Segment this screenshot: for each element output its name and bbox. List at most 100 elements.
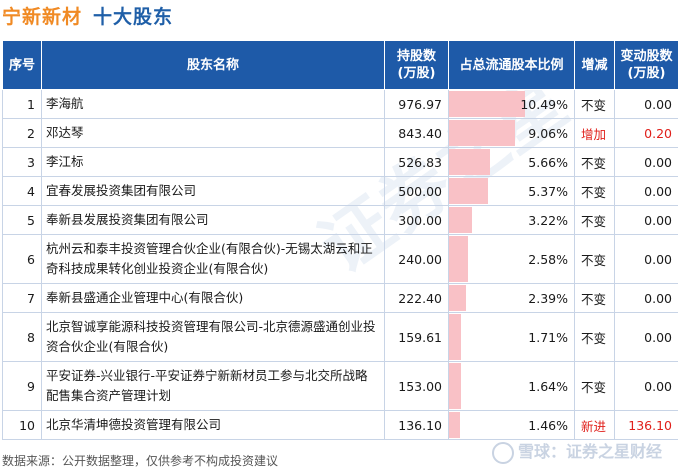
ratio-bar <box>449 285 467 311</box>
row-index: 4 <box>2 176 42 206</box>
col-header-ratio: 占总流通股本比例 <box>448 40 575 90</box>
ratio-cell: 1.46% <box>448 410 575 440</box>
shareholder-name: 杭州云和泰丰投资管理合伙企业(有限合伙)-无锡太湖云和正奇科技成果转化创业投资企… <box>41 234 385 284</box>
change-shares: 0.00 <box>614 176 678 206</box>
shareholder-name: 奉新县发展投资集团有限公司 <box>41 205 385 235</box>
row-index: 10 <box>2 410 42 440</box>
row-index: 9 <box>2 361 42 411</box>
change-shares: 0.00 <box>614 89 678 119</box>
brand-text: 雪球：证券之星财经 <box>517 442 662 461</box>
shares-held: 300.00 <box>384 205 449 235</box>
ratio-cell: 1.71% <box>448 312 575 362</box>
change-shares: 0.20 <box>614 118 678 148</box>
change-status: 增加 <box>574 118 615 148</box>
ratio-bar <box>449 314 462 360</box>
change-shares: 0.00 <box>614 147 678 177</box>
col-header-name: 股东名称 <box>41 40 385 90</box>
table-row: 1 李海航 976.97 10.49% 不变 0.00 <box>2 89 678 119</box>
row-index: 3 <box>2 147 42 177</box>
change-shares: 0.00 <box>614 283 678 313</box>
table-header-row: 序号 股东名称 持股数 (万股) 占总流通股本比例 增减 变动股数 (万股) <box>2 40 678 90</box>
ratio-value: 1.71% <box>528 329 568 345</box>
title-bar: 宁新新材 十大股东 <box>0 0 678 30</box>
shareholder-name: 李江标 <box>41 147 385 177</box>
ratio-value: 1.64% <box>528 378 568 394</box>
shareholder-table: 序号 股东名称 持股数 (万股) 占总流通股本比例 增减 变动股数 (万股) 1 李海… <box>2 40 678 440</box>
company-title: 宁新新材 <box>2 6 83 28</box>
table-row: 8 北京智诚享能源科技投资管理有限公司-北京德源盛通创业投资合伙企业(有限合伙) 1… <box>2 312 678 362</box>
change-status: 不变 <box>574 176 615 206</box>
ratio-bar <box>449 207 473 233</box>
ratio-value: 5.37% <box>528 183 568 199</box>
shareholder-name: 北京智诚享能源科技投资管理有限公司-北京德源盛通创业投资合伙企业(有限合伙) <box>41 312 385 362</box>
change-shares: 0.00 <box>614 234 678 284</box>
change-shares: 0.00 <box>614 205 678 235</box>
table-row: 5 奉新县发展投资集团有限公司 300.00 3.22% 不变 0.00 <box>2 205 678 235</box>
col-header-change: 增减 <box>574 40 615 90</box>
col-header-delta: 变动股数 (万股) <box>614 40 678 90</box>
ratio-bar <box>449 236 468 282</box>
change-status: 不变 <box>574 361 615 411</box>
row-index: 8 <box>2 312 42 362</box>
table-row: 6 杭州云和泰丰投资管理合伙企业(有限合伙)-无锡太湖云和正奇科技成果转化创业投资… <box>2 234 678 284</box>
ratio-bar <box>449 412 460 438</box>
ratio-cell: 2.39% <box>448 283 575 313</box>
table-row: 10 北京华清坤德投资管理有限公司 136.10 1.46% 新进 136.10 <box>2 410 678 440</box>
table-row: 2 邓达琴 843.40 9.06% 增加 0.20 <box>2 118 678 148</box>
ratio-bar <box>449 91 525 117</box>
change-status: 不变 <box>574 312 615 362</box>
table-row: 3 李江标 526.83 5.66% 不变 0.00 <box>2 147 678 177</box>
change-status: 不变 <box>574 89 615 119</box>
ratio-value: 5.66% <box>528 154 568 170</box>
ratio-bar <box>449 149 490 175</box>
change-status: 新进 <box>574 410 615 440</box>
ratio-bar <box>449 363 461 409</box>
ratio-cell: 5.66% <box>448 147 575 177</box>
ratio-cell: 1.64% <box>448 361 575 411</box>
ratio-value: 2.58% <box>528 251 568 267</box>
section-title: 十大股东 <box>93 6 174 28</box>
shareholder-name: 平安证券-兴业银行-平安证券宁新新材员工参与北交所战略配售集合资产管理计划 <box>41 361 385 411</box>
shares-held: 976.97 <box>384 89 449 119</box>
shares-held: 222.40 <box>384 283 449 313</box>
ratio-value: 3.22% <box>528 212 568 228</box>
data-source-note: 数据来源：公开数据整理，仅供参考不构成投资建议 <box>2 454 279 468</box>
shares-held: 240.00 <box>384 234 449 284</box>
snowball-logo-icon <box>491 441 514 464</box>
shares-held: 526.83 <box>384 147 449 177</box>
col-header-shares: 持股数 (万股) <box>384 40 449 90</box>
ratio-value: 10.49% <box>520 96 568 112</box>
shareholder-name: 奉新县盛通企业管理中心(有限合伙) <box>41 283 385 313</box>
ratio-cell: 9.06% <box>448 118 575 148</box>
shares-held: 153.00 <box>384 361 449 411</box>
row-index: 1 <box>2 89 42 119</box>
shares-held: 136.10 <box>384 410 449 440</box>
ratio-value: 9.06% <box>528 125 568 141</box>
row-index: 2 <box>2 118 42 148</box>
row-index: 6 <box>2 234 42 284</box>
change-status: 不变 <box>574 147 615 177</box>
shareholder-name: 李海航 <box>41 89 385 119</box>
table-row: 7 奉新县盛通企业管理中心(有限合伙) 222.40 2.39% 不变 0.00 <box>2 283 678 313</box>
table-body: 1 李海航 976.97 10.49% 不变 0.00 2 邓达琴 843.40 9.06% 增加 0… <box>2 89 678 440</box>
brand-watermark: 雪球：证券之星财经 <box>491 438 662 464</box>
change-shares: 0.00 <box>614 312 678 362</box>
ratio-cell: 10.49% <box>448 89 575 119</box>
shares-held: 500.00 <box>384 176 449 206</box>
ratio-cell: 2.58% <box>448 234 575 284</box>
col-header-idx: 序号 <box>2 40 42 90</box>
change-status: 不变 <box>574 205 615 235</box>
shares-held: 159.61 <box>384 312 449 362</box>
shareholder-name: 邓达琴 <box>41 118 385 148</box>
change-status: 不变 <box>574 283 615 313</box>
shareholder-name: 宜春发展投资集团有限公司 <box>41 176 385 206</box>
row-index: 7 <box>2 283 42 313</box>
ratio-cell: 5.37% <box>448 176 575 206</box>
shareholder-name: 北京华清坤德投资管理有限公司 <box>41 410 385 440</box>
ratio-bar <box>449 120 515 146</box>
row-index: 5 <box>2 205 42 235</box>
table-row: 9 平安证券-兴业银行-平安证券宁新新材员工参与北交所战略配售集合资产管理计划 15… <box>2 361 678 411</box>
shareholder-table-wrapper: 序号 股东名称 持股数 (万股) 占总流通股本比例 增减 变动股数 (万股) 1 李海… <box>2 40 678 440</box>
table-row: 4 宜春发展投资集团有限公司 500.00 5.37% 不变 0.00 <box>2 176 678 206</box>
change-status: 不变 <box>574 234 615 284</box>
